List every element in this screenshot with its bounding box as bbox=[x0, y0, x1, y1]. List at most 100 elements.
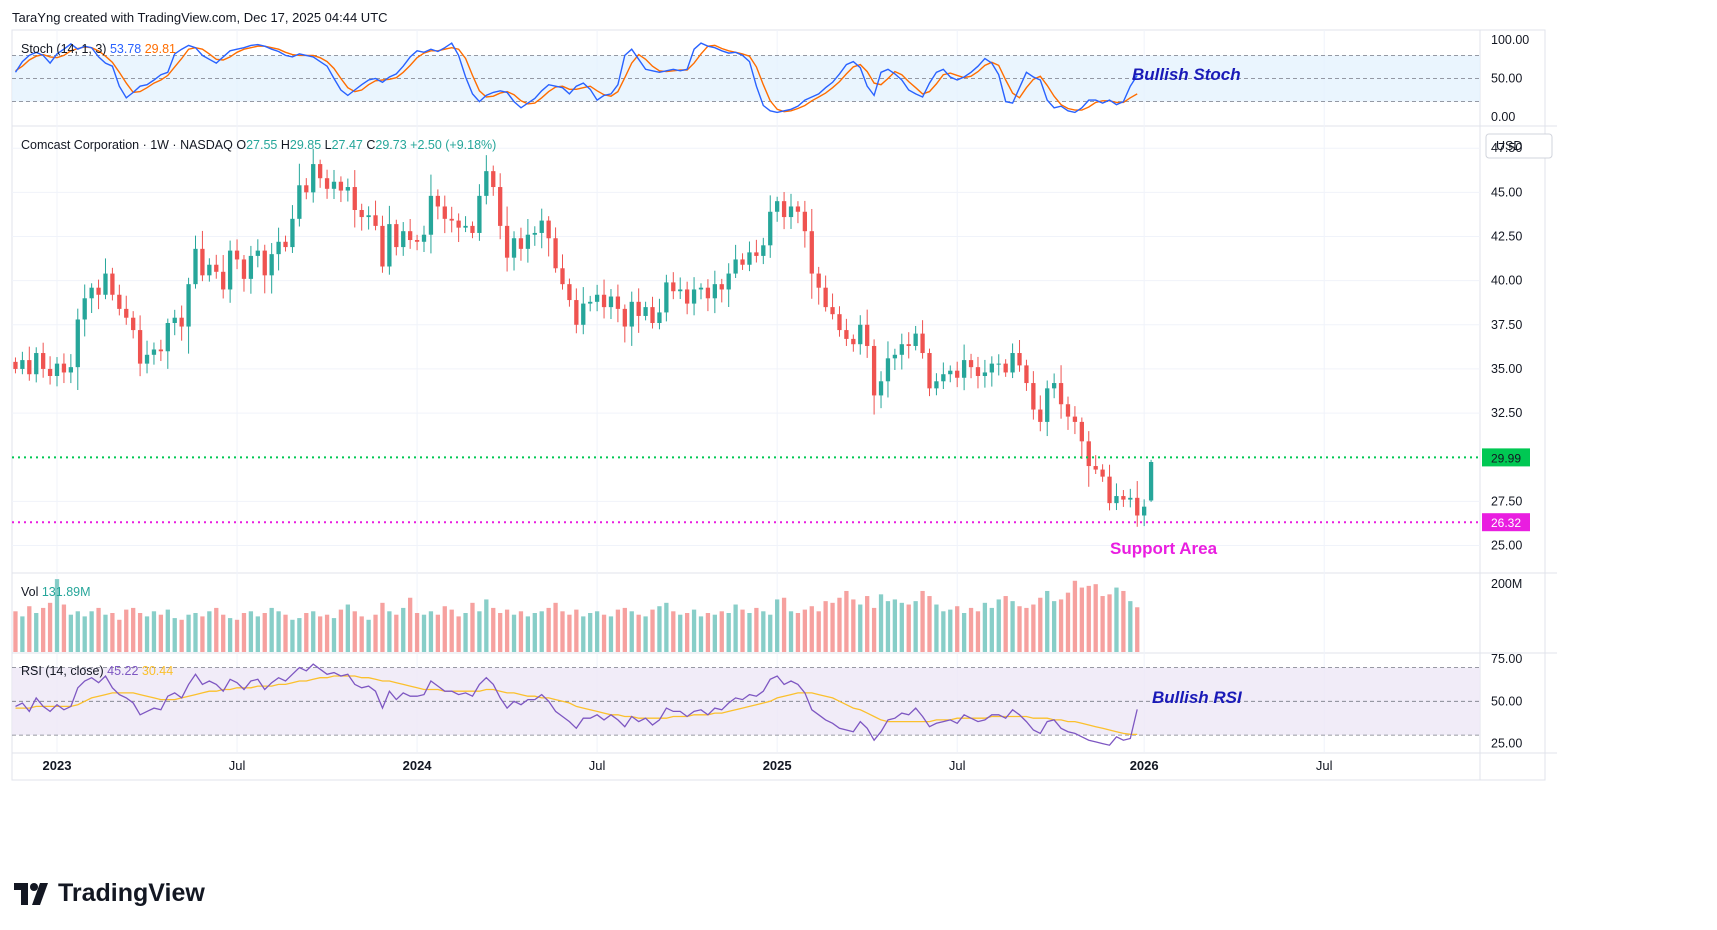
stoch-legend-k: 53.78 bbox=[110, 42, 145, 56]
candle bbox=[13, 357, 18, 374]
candle bbox=[1121, 490, 1126, 507]
volume-bar bbox=[34, 613, 39, 652]
volume-bar bbox=[1093, 584, 1098, 652]
volume-bar bbox=[636, 614, 641, 652]
candle bbox=[560, 254, 565, 290]
candle bbox=[726, 263, 731, 308]
candle-body bbox=[1038, 409, 1043, 422]
price-axis-tick: 47.50 bbox=[1491, 141, 1522, 155]
candle-body bbox=[906, 344, 911, 346]
candle bbox=[622, 304, 627, 343]
candle bbox=[955, 361, 960, 388]
candle bbox=[1072, 406, 1078, 435]
candle bbox=[650, 296, 655, 329]
candle-body bbox=[664, 282, 669, 313]
candle-body bbox=[775, 201, 780, 212]
volume-bar bbox=[698, 616, 704, 652]
volume-bar bbox=[899, 602, 904, 652]
candle-body bbox=[124, 308, 129, 318]
candle-body bbox=[525, 234, 531, 249]
volume-bar bbox=[726, 613, 731, 652]
candle bbox=[664, 274, 669, 322]
candle-body bbox=[1079, 421, 1084, 442]
price-legend-o-label: O bbox=[236, 138, 246, 152]
volume-bar bbox=[518, 611, 524, 652]
candle bbox=[594, 284, 600, 312]
candle bbox=[525, 219, 531, 263]
candle bbox=[899, 333, 904, 370]
tradingview-logo[interactable]: TradingView bbox=[14, 879, 205, 908]
volume-bar bbox=[290, 619, 295, 652]
candle bbox=[276, 227, 281, 271]
candle-body bbox=[546, 220, 551, 239]
volume-bar bbox=[1024, 607, 1029, 652]
candle bbox=[373, 200, 378, 231]
candle-body bbox=[885, 358, 891, 382]
volume-bar bbox=[504, 609, 510, 652]
volume-bar bbox=[594, 611, 600, 652]
candle-body bbox=[207, 264, 212, 276]
volume-bar bbox=[27, 606, 32, 652]
volume-axis-tick: 200M bbox=[1491, 577, 1522, 591]
volume-bar bbox=[581, 616, 586, 652]
candle bbox=[781, 192, 787, 230]
candle bbox=[504, 206, 510, 272]
candle bbox=[1051, 373, 1057, 399]
volume-bar bbox=[158, 614, 164, 652]
price-legend-change: +2.50 (+9.18%) bbox=[410, 138, 496, 152]
candle-body bbox=[1121, 496, 1126, 500]
candle-body bbox=[47, 368, 53, 376]
candle-body bbox=[359, 209, 364, 218]
volume-bar bbox=[1128, 601, 1133, 652]
volume-pane bbox=[13, 579, 1140, 652]
volume-bar bbox=[110, 613, 115, 652]
candle bbox=[678, 277, 683, 299]
volume-bar bbox=[200, 616, 205, 652]
candle bbox=[567, 278, 572, 307]
volume-bar bbox=[498, 613, 503, 652]
candle bbox=[491, 165, 496, 196]
price-axis-tick: 42.50 bbox=[1491, 229, 1522, 243]
candle-body bbox=[54, 363, 60, 376]
volume-bar bbox=[982, 602, 988, 652]
candle bbox=[871, 339, 877, 415]
price-axis-tick: 37.50 bbox=[1491, 318, 1522, 332]
candle bbox=[961, 344, 967, 391]
volume-bar bbox=[989, 607, 994, 652]
candle-body bbox=[878, 381, 884, 396]
candle-body bbox=[948, 370, 953, 375]
candle-body bbox=[892, 354, 898, 359]
volume-bar bbox=[449, 609, 454, 652]
candle-body bbox=[968, 360, 974, 368]
candle bbox=[927, 348, 932, 397]
candle bbox=[581, 287, 586, 335]
candle bbox=[324, 169, 330, 199]
candle-body bbox=[795, 206, 801, 212]
candle-body bbox=[227, 250, 233, 290]
candle bbox=[511, 231, 517, 271]
candle-body bbox=[345, 187, 350, 191]
volume-bar bbox=[643, 616, 648, 652]
candle-body bbox=[511, 238, 517, 258]
candle bbox=[1128, 488, 1133, 508]
price-legend-low: 27.47 bbox=[332, 138, 367, 152]
volume-bar bbox=[324, 614, 330, 652]
volume-bar bbox=[394, 614, 399, 652]
candle bbox=[82, 284, 87, 337]
volume-bar bbox=[269, 607, 274, 652]
candle bbox=[948, 365, 953, 383]
candle bbox=[865, 309, 870, 358]
resistance-price-tag bbox=[1482, 448, 1530, 467]
volume-bar bbox=[1017, 606, 1022, 652]
candle-body bbox=[463, 225, 468, 228]
candle-body bbox=[1024, 365, 1029, 384]
volume-bar bbox=[75, 611, 80, 652]
candle-body bbox=[304, 185, 309, 193]
volume-bar bbox=[567, 614, 572, 652]
candle bbox=[1148, 459, 1154, 502]
candle-body bbox=[920, 333, 925, 354]
volume-bar bbox=[359, 616, 364, 652]
candle-body bbox=[186, 284, 191, 327]
